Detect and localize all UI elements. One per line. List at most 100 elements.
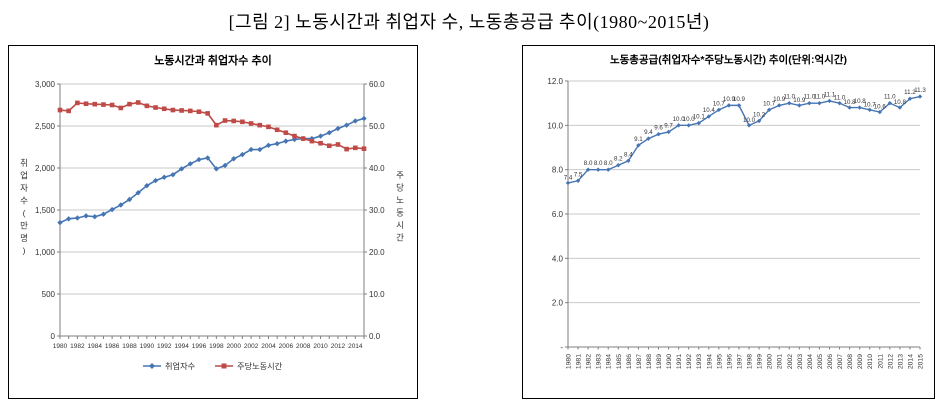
diamond-marker [239,151,246,158]
diamond-marker [565,180,571,186]
diamond-marker [57,219,63,226]
square-marker [170,107,176,113]
x-tick-label: 2003 [797,354,804,369]
diamond-marker [837,100,842,106]
diamond-marker [187,161,193,167]
y-tick-label: 50.0 [369,122,385,131]
square-marker [248,121,254,126]
diamond-marker [178,166,185,172]
diamond-marker [257,146,263,153]
x-tick-label: 2008 [847,354,854,369]
legend-square-marker [221,363,227,369]
data-label: 11.0 [814,94,826,101]
x-tick-label: 2002 [787,354,794,369]
x-tick-label: 1997 [736,354,743,369]
diamond-marker [736,103,742,108]
diamond-marker [807,100,812,106]
square-marker [187,108,193,114]
data-label: 11.3 [914,87,926,94]
data-label: 10.6 [874,104,887,111]
x-tick-label: 2013 [897,354,904,369]
square-marker [266,124,271,130]
figure-title: [그림 2] 노동시간과 취업자 수, 노동총공급 추이(1980~2015년) [228,12,710,32]
data-label: 11.0 [783,94,795,101]
square-marker [353,145,358,151]
y-tick-label: 500 [42,290,56,299]
diamond-marker [118,202,124,208]
square-marker [153,105,158,110]
y-tick-label: 2,500 [35,122,56,131]
diamond-marker [686,123,691,128]
x-tick-label: 1990 [140,343,155,350]
x-tick-label: 1985 [616,354,623,369]
x-tick-label: 2015 [918,354,925,369]
square-marker [309,138,315,144]
diamond-marker [335,125,341,132]
x-tick-label: 1998 [209,343,224,350]
right-axis-title-char: 주 [396,170,404,180]
data-label: 9.7 [664,122,673,129]
x-tick-label: 2012 [331,343,346,350]
x-tick-label: 2010 [313,343,328,350]
diamond-marker [787,100,792,106]
y-tick-label: 4.0 [552,254,564,263]
x-tick-label: 1991 [676,354,683,369]
diamond-marker [283,138,289,144]
y-tick-label: 3,000 [35,80,56,89]
right-axis-title-char: 시 [396,220,404,230]
x-tick-label: 2011 [877,354,884,369]
y-tick-label: 2.0 [552,299,564,308]
square-marker [344,146,349,152]
left-axis-title: 취업자수 (만명) [20,158,28,256]
x-tick-label: 1984 [606,354,613,369]
x-tick-label: 2007 [837,354,844,369]
chart-panel-total-labor-supply: 노동총공급(취업자수*주당노동시간) 추이(단위:억시간) - 2.0 4.0 6.0… [522,45,935,399]
diamond-marker [152,177,159,184]
data-label: 10.8 [854,98,867,105]
diamond-marker [213,166,220,172]
right-axis-title: 주당노동시간 [396,170,404,243]
left-axis-title-char: 자 [20,183,28,193]
diamond-marker [109,206,115,213]
diamond-marker [74,215,81,221]
square-marker [196,109,202,115]
chart-panel-employment-hours: 노동시간과 취업자수 추이 0 500 1,000 1,500 2,000 2,500 3,… [8,45,418,399]
square-marker [135,100,141,105]
y-tick-label: 0 [51,332,56,341]
data-labels: 7.4 7.58.0 8.0 8.08.28.49.19.49.6 9.710.010.… [564,87,927,181]
diamond-marker [161,174,167,180]
square-marker [205,111,210,116]
data-label: 9.1 [634,136,643,143]
diamond-marker [170,172,176,178]
legend-label-employment: 취업자수 [165,362,196,371]
diamond-marker [827,98,832,104]
diamond-marker [696,120,701,126]
data-label: 10.8 [894,99,907,106]
diamond-marker [646,136,651,141]
diamond-marker [857,105,862,110]
diamond-marker [847,105,852,110]
x-tick-label: 1980 [53,343,68,350]
y-tick-label: 2,000 [35,164,56,173]
square-marker [57,107,63,113]
x-tick-label: 2005 [817,354,824,369]
y-tick-label: 60.0 [369,80,385,89]
weekly-hours-series [57,100,367,152]
data-label: 10.1 [693,114,706,121]
diamond-marker [666,129,671,135]
left-chart-canvas: 0 500 1,000 1,500 2,000 2,500 3,000 0.0 10.0 20.0… [20,80,404,371]
square-marker [127,101,132,107]
diamond-marker [746,123,752,128]
diamond-marker [144,182,150,189]
data-label: 11.0 [804,94,816,101]
diamond-marker [877,109,882,115]
square-marker [300,136,306,141]
data-label: 8.2 [614,156,623,163]
left-chart-title: 노동시간과 취업자수 추이 [154,55,272,67]
x-tick-label: 2004 [807,354,814,369]
left-axis-title-char: 수 [20,196,28,206]
square-marker [214,122,219,128]
diamond-marker [343,122,350,128]
data-label: 10.0 [683,116,696,123]
x-tick-label: 1992 [157,343,172,350]
